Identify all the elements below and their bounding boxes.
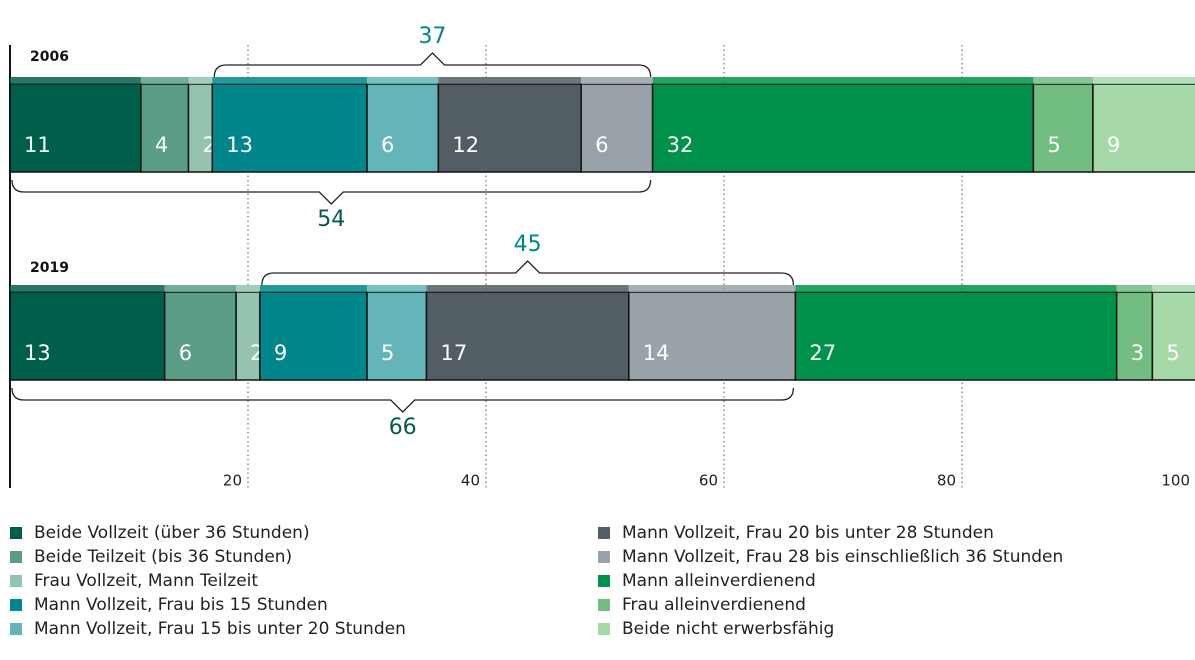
legend-label: Beide nicht erwerbsfähig [622,619,834,639]
value-label: 5 [1047,133,1060,157]
legend-swatch [598,575,610,587]
bar-segment [366,83,440,173]
legend-label: Mann Vollzeit, Frau bis 15 Stunden [34,595,328,615]
bar-segment-top [426,285,629,292]
legend-swatch [10,599,22,611]
bar-segment [1092,83,1195,173]
bar-segment-top [581,77,653,84]
bar-segment [628,291,797,381]
bracket-label: 54 [317,207,345,232]
legend-swatch [598,527,610,539]
legend-swatch [598,623,610,635]
bracket [261,260,795,286]
bar-segment [794,291,1118,381]
legend-swatch [598,551,610,563]
row-label: 2019 [30,260,69,276]
legend-label: Mann Vollzeit, Frau 20 bis unter 28 Stun… [622,523,994,543]
value-label: 3 [1131,341,1144,365]
value-label: 6 [179,341,192,365]
bracket [11,179,652,205]
bracket-label: 66 [389,415,417,440]
bar-segment [235,291,261,381]
value-label: 13 [226,133,253,157]
value-label: 14 [643,341,670,365]
bar-segment [163,291,237,381]
bar-segment-top [259,285,367,292]
bar-segment-top [652,77,1034,84]
x-tick-label: 60 [699,472,718,490]
bar-segment [1151,291,1195,381]
value-label: 13 [24,341,51,365]
bar-segment-top [10,77,141,84]
value-label: 9 [274,341,287,365]
bar-segment-top [212,77,367,84]
legend-swatch [598,599,610,611]
x-tick-label: 20 [223,472,242,490]
bracket-label: 45 [514,232,542,257]
value-label: 11 [24,133,51,157]
bar-segment-top [367,77,439,84]
bar-segment [1032,83,1094,173]
bar-segment [9,291,166,381]
value-label: 27 [809,341,836,365]
bar-segment [651,83,1035,173]
bar-segment-top [10,285,165,292]
value-label: 6 [595,133,608,157]
legend-swatch [10,575,22,587]
x-tick-label: 40 [461,472,480,490]
bar-segment-top [1092,77,1195,84]
value-label: 17 [441,341,468,365]
bar-segment [9,83,142,173]
bracket [11,387,795,413]
bar-segment [437,83,582,173]
bar-segment [580,83,654,173]
legend-label: Mann Vollzeit, Frau 28 bis einschließlic… [622,547,1063,567]
legend-swatch [10,527,22,539]
legend-label: Frau Vollzeit, Mann Teilzeit [34,571,258,591]
legend-swatch [10,551,22,563]
legend-label: Mann Vollzeit, Frau 15 bis unter 20 Stun… [34,619,406,639]
legend-label: Beide Vollzeit (über 36 Stunden) [34,523,310,543]
value-label: 5 [381,341,394,365]
bar-segment [366,291,428,381]
bar-segment [425,291,630,381]
bar-segment-top [188,77,213,84]
bar-segment-top [628,285,796,292]
bar-segment [1115,291,1154,381]
bar-segment-top [140,77,189,84]
legend-swatch [10,623,22,635]
bar-segment-top [236,285,260,292]
x-tick-label: 100 [1161,472,1190,490]
value-label: 32 [667,133,694,157]
bracket-label: 37 [418,24,446,49]
row-label: 2006 [30,49,69,65]
bar-segment-top [795,285,1117,292]
x-tick-label: 80 [937,472,956,490]
legend-label: Mann alleinverdienend [622,571,816,591]
value-label: 9 [1107,133,1120,157]
value-label: 4 [155,133,168,157]
bar-segment [259,291,368,381]
bar-segment-top [1116,285,1153,292]
legend-label: Beide Teilzeit (bis 36 Stunden) [34,547,292,567]
bar-segment-top [1033,77,1093,84]
value-label: 6 [381,133,394,157]
bar-segment-top [164,285,237,292]
bar-segment-top [367,285,427,292]
legend-label: Frau alleinverdienend [622,595,806,615]
value-label: 12 [452,133,479,157]
bar-segment [140,83,190,173]
bracket [213,52,652,78]
bar-segment [187,83,214,173]
bar-segment-top [1152,285,1195,292]
value-label: 5 [1166,341,1179,365]
bar-segment-top [438,77,582,84]
bar-segment [211,83,368,173]
